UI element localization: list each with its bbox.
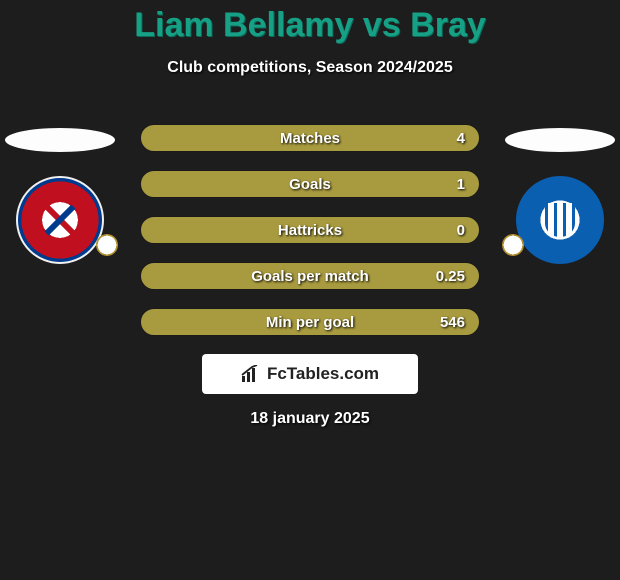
- stat-label: Min per goal: [141, 309, 479, 335]
- stat-value: 546: [440, 309, 465, 335]
- stat-bar: Goals 1: [140, 170, 480, 198]
- page-title: Liam Bellamy vs Bray: [0, 0, 620, 45]
- subtitle: Club competitions, Season 2024/2025: [0, 59, 620, 77]
- player-slot-left: [5, 128, 115, 152]
- stat-label: Goals per match: [141, 263, 479, 289]
- stat-bar: Goals per match 0.25: [140, 262, 480, 290]
- stat-bar: Matches 4: [140, 124, 480, 152]
- stat-bars: Matches 4 Goals 1 Hattricks 0 Goals per …: [140, 124, 480, 354]
- player-slot-right: [505, 128, 615, 152]
- stat-bar: Hattricks 0: [140, 216, 480, 244]
- stat-value: 4: [457, 125, 465, 151]
- brand-text: FcTables.com: [267, 364, 379, 384]
- shield-icon: [545, 203, 575, 237]
- stat-label: Goals: [141, 171, 479, 197]
- stat-value: 0.25: [436, 263, 465, 289]
- club-badge-left: [16, 176, 104, 264]
- ball-icon: [96, 234, 118, 256]
- stat-label: Matches: [141, 125, 479, 151]
- stat-value: 0: [457, 217, 465, 243]
- stat-bar: Min per goal 546: [140, 308, 480, 336]
- brand-attribution[interactable]: FcTables.com: [202, 354, 418, 394]
- stat-label: Hattricks: [141, 217, 479, 243]
- hammers-icon: [43, 203, 77, 237]
- stat-value: 1: [457, 171, 465, 197]
- club-badge-right: [516, 176, 604, 264]
- ball-icon: [502, 234, 524, 256]
- report-date: 18 january 2025: [0, 410, 620, 428]
- barchart-icon: [241, 365, 261, 383]
